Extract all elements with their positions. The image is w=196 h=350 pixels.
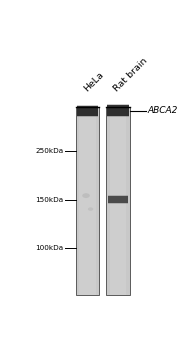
Bar: [79, 107, 96, 295]
Bar: [108, 196, 128, 203]
Bar: [107, 104, 129, 117]
Text: 150kDa: 150kDa: [35, 197, 63, 203]
Bar: [110, 107, 126, 295]
Bar: [107, 105, 129, 116]
Bar: [76, 107, 99, 295]
Text: 250kDa: 250kDa: [35, 148, 63, 154]
Text: 100kDa: 100kDa: [35, 245, 63, 251]
Bar: [77, 106, 98, 116]
Text: HeLa: HeLa: [82, 70, 105, 93]
Bar: [106, 107, 130, 295]
Ellipse shape: [82, 193, 90, 198]
Text: Rat brain: Rat brain: [112, 56, 149, 93]
Text: ABCA2: ABCA2: [148, 106, 178, 115]
Bar: [108, 195, 128, 204]
Ellipse shape: [88, 207, 93, 211]
Bar: [77, 105, 98, 117]
